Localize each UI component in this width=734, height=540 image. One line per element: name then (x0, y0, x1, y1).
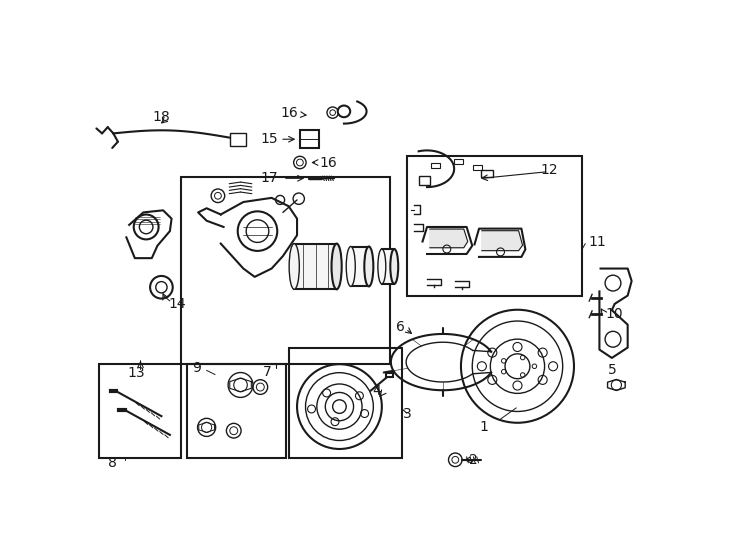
Text: 1: 1 (479, 420, 488, 434)
Bar (407, 156, 583, 295)
Text: 3: 3 (403, 407, 412, 421)
Text: 2: 2 (470, 453, 478, 467)
Polygon shape (126, 210, 172, 258)
Bar (99, 364, 181, 458)
Ellipse shape (364, 246, 374, 286)
Text: 14: 14 (168, 297, 186, 311)
Bar (454, 159, 462, 164)
Bar (288, 348, 401, 458)
Text: 4: 4 (372, 384, 381, 398)
Bar (294, 244, 337, 289)
Ellipse shape (338, 105, 350, 117)
Bar (418, 176, 430, 185)
Text: 8: 8 (108, 456, 117, 470)
Text: 15: 15 (261, 132, 278, 146)
Polygon shape (430, 229, 468, 248)
Bar (187, 364, 286, 458)
Text: 16: 16 (280, 106, 298, 120)
Text: 17: 17 (261, 171, 278, 185)
Bar (351, 246, 368, 286)
Polygon shape (221, 198, 297, 277)
Polygon shape (608, 380, 625, 390)
Bar (431, 163, 440, 168)
Bar (181, 177, 390, 364)
Text: 13: 13 (128, 366, 145, 380)
Bar (300, 131, 319, 148)
Text: 9: 9 (192, 361, 201, 375)
Bar (473, 165, 482, 171)
Ellipse shape (390, 249, 399, 284)
Polygon shape (423, 227, 472, 254)
Bar (382, 249, 394, 284)
Bar (230, 133, 246, 146)
Ellipse shape (332, 244, 342, 289)
Polygon shape (482, 231, 523, 251)
Text: 10: 10 (605, 307, 622, 321)
Text: 7: 7 (263, 364, 272, 379)
Text: 18: 18 (153, 110, 171, 124)
Ellipse shape (378, 249, 386, 284)
Ellipse shape (289, 244, 299, 289)
Polygon shape (474, 228, 526, 257)
Text: 16: 16 (320, 156, 338, 170)
Text: 6: 6 (396, 320, 405, 334)
Ellipse shape (346, 246, 355, 286)
Text: 11: 11 (588, 234, 606, 248)
Bar (481, 170, 493, 177)
Polygon shape (600, 268, 632, 358)
Bar (386, 373, 393, 377)
Text: 12: 12 (540, 163, 558, 177)
Text: 5: 5 (608, 363, 617, 377)
